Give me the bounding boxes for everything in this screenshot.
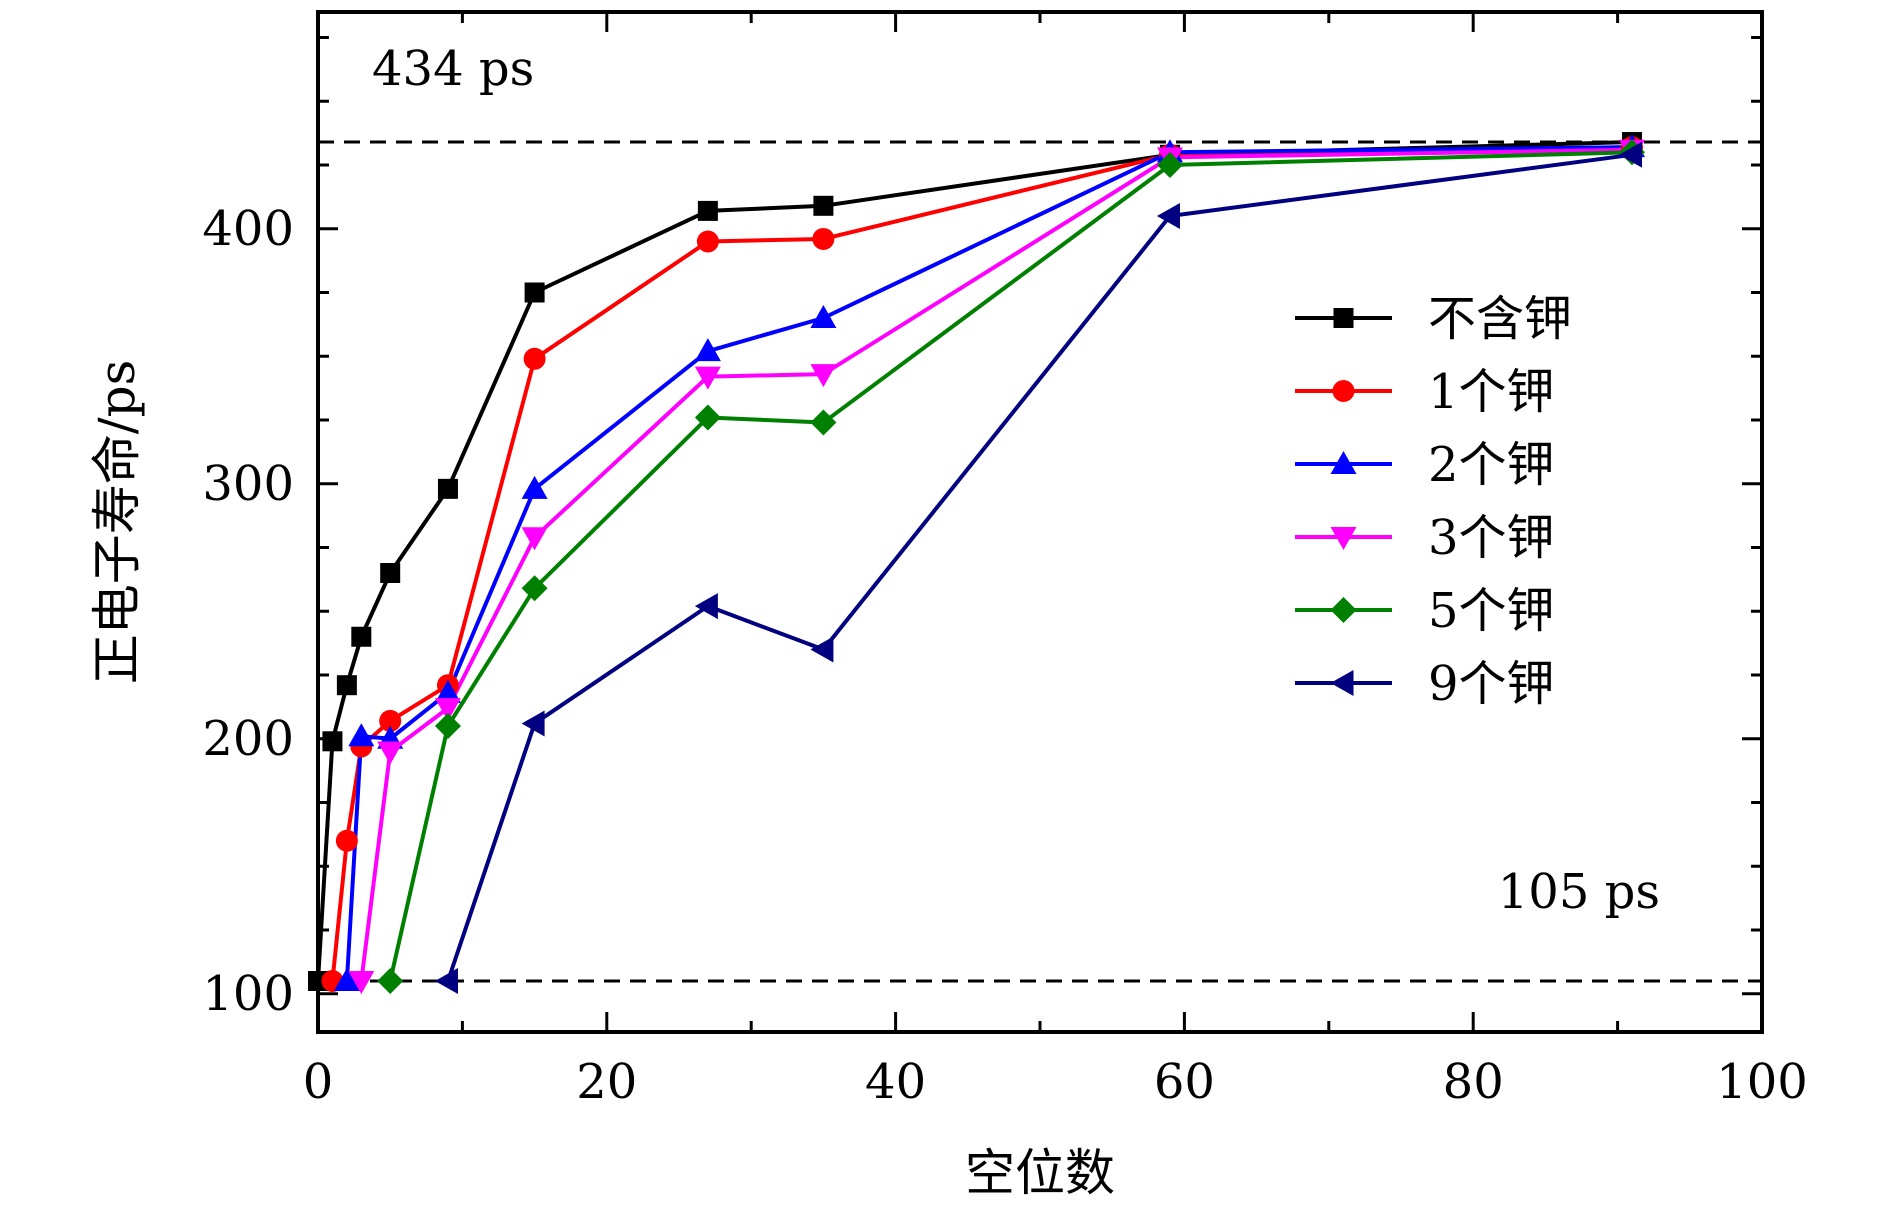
y-tick-label: 100 — [202, 966, 294, 1022]
marker-square — [1333, 308, 1354, 328]
marker-circle — [335, 829, 358, 852]
legend-label: 不含钾 — [1428, 291, 1572, 347]
marker-diamond — [377, 968, 404, 994]
marker-diamond — [1156, 152, 1183, 178]
legend-label: 5个钾 — [1428, 583, 1555, 639]
marker-triangle-down — [348, 971, 375, 994]
series-line — [330, 145, 1633, 982]
marker-circle — [379, 709, 402, 732]
x-tick-label: 20 — [576, 1054, 637, 1110]
marker-circle — [812, 227, 835, 250]
axis-ticks — [316, 12, 1764, 1032]
y-axis-title: 正电子寿命/ps — [88, 360, 146, 685]
marker-triangle-up — [434, 679, 461, 703]
marker-diamond — [810, 409, 837, 436]
marker-triangle-left — [810, 636, 834, 663]
marker-square — [380, 563, 401, 583]
x-tick-label: 80 — [1443, 1054, 1504, 1110]
marker-triangle-down — [694, 366, 721, 390]
marker-square — [322, 731, 343, 752]
marker-circle — [1332, 380, 1355, 402]
marker-square — [697, 200, 718, 221]
legend-label: 2个钾 — [1428, 437, 1555, 493]
legend-label: 3个钾 — [1428, 510, 1555, 566]
annotations: 434 ps 105 ps — [372, 41, 1660, 920]
marker-triangle-up — [810, 305, 837, 328]
x-tick-label: 100 — [1716, 1054, 1808, 1110]
marker-square — [437, 478, 458, 499]
x-tick-label: 60 — [1154, 1054, 1215, 1110]
marker-diamond — [521, 575, 548, 602]
marker-diamond — [694, 404, 721, 431]
series-markers — [308, 132, 1646, 994]
marker-triangle-up — [1330, 451, 1357, 474]
tick-labels: 0 20 40 60 80 100 100 200 300 400 — [202, 201, 1807, 1110]
series-line — [388, 150, 1633, 982]
marker-triangle-left — [521, 710, 545, 737]
marker-triangle-down — [377, 741, 404, 765]
y-tick-label: 200 — [202, 711, 294, 767]
marker-triangle-down — [1330, 527, 1357, 550]
marker-square — [524, 282, 545, 303]
marker-circle — [696, 230, 719, 253]
x-axis-title: 空位数 — [965, 1144, 1115, 1202]
x-tick-label: 40 — [865, 1054, 926, 1110]
marker-triangle-left — [1330, 670, 1354, 696]
marker-circle — [523, 347, 546, 370]
y-tick-label: 400 — [202, 201, 294, 257]
marker-triangle-up — [521, 475, 548, 499]
marker-triangle-up — [333, 968, 360, 991]
marker-diamond — [434, 713, 461, 739]
marker-triangle-left — [1156, 203, 1180, 229]
marker-triangle-up — [348, 723, 375, 747]
reference-lines — [318, 140, 1762, 983]
marker-square — [351, 626, 372, 647]
annotation-434: 434 ps — [372, 41, 534, 97]
annotation-105: 105 ps — [1498, 864, 1660, 920]
marker-triangle-up — [694, 338, 721, 362]
marker-triangle-left — [1619, 141, 1643, 168]
legend: 不含钾 1个钾 2个钾 3个钾 5个钾 9个钾 — [1295, 291, 1572, 712]
legend-label: 1个钾 — [1428, 364, 1555, 420]
legend-label: 9个钾 — [1428, 656, 1555, 712]
x-tick-label: 0 — [303, 1054, 334, 1110]
marker-square — [813, 195, 834, 216]
marker-triangle-down — [521, 527, 548, 551]
y-tick-label: 300 — [202, 456, 294, 512]
marker-square — [336, 675, 357, 696]
marker-triangle-down — [434, 698, 461, 722]
marker-diamond — [1330, 597, 1357, 623]
series-line — [446, 152, 1633, 982]
marker-triangle-down — [810, 364, 837, 388]
marker-triangle-left — [434, 968, 458, 994]
marker-triangle-left — [694, 593, 718, 620]
